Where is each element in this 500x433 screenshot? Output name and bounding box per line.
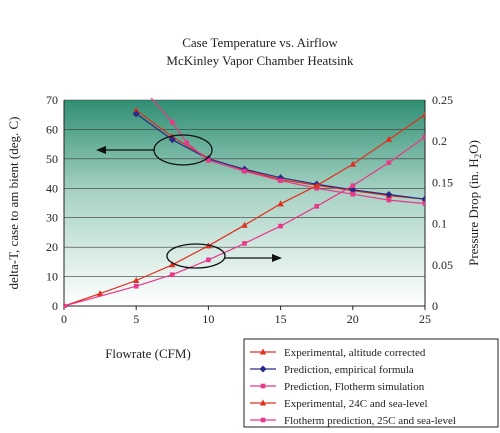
data-point [421,195,425,203]
legend-entry-label: Prediction, Flotherm simulation [284,381,425,393]
annotation-arrowhead-left [96,146,106,154]
legend-entry-label: Experimental, 24C and sea-level [284,398,428,410]
data-point [169,261,176,268]
y-left-tick-label: 50 [46,152,58,166]
y-right-tick-label: 0.1 [432,217,447,231]
y-right-tick-label: 0.15 [432,175,453,189]
legend: Experimental, altitude corrected Predicti… [250,347,456,427]
data-point [206,158,211,163]
legend-entry-label: Experimental, altitude corrected [284,347,426,359]
data-point [242,241,247,246]
x-tick-label: 20 [347,312,359,326]
data-point [133,283,139,289]
y-right-tick-label: 0 [432,299,438,313]
data-point [132,110,140,118]
x-tick-label: 15 [275,312,287,326]
y-left-axis-label: delta-T, case to am bient (deg. C) [6,116,21,289]
data-point [422,134,425,140]
y-right-tick-label: 0.05 [432,258,453,272]
y-left-tick-label: 40 [46,181,58,195]
data-point [170,272,175,277]
data-point [385,136,393,143]
y-left-tick-label: 70 [46,93,58,107]
data-point [350,183,356,188]
data-point [64,303,67,308]
y-right-tick-label: 0.2 [432,134,447,148]
data-point [350,191,356,197]
series-line [150,98,425,205]
legend-box [243,338,499,428]
tick-labels: 0 10 20 30 40 50 60 70 0 0.05 0.1 0.15 0.2 0.25 0 5 10 15… [46,93,453,326]
x-tick-label: 5 [133,312,139,326]
legend-swatch-marker [259,348,267,355]
data-point [133,106,140,113]
data-point [184,140,190,145]
data-point [349,160,356,167]
data-point [386,197,392,203]
data-point [385,190,393,198]
data-point [349,186,357,194]
x-tick-label: 0 [61,312,67,326]
data-point [278,223,283,229]
annotation-right [166,243,282,269]
data-point [277,200,284,207]
series-3 [150,98,425,206]
series-group [64,98,425,308]
legend-entry-label: Flotherm prediction, 25C and sea-level [284,415,456,427]
annotation-left [96,134,213,166]
series-line [64,136,425,307]
legend-swatch-marker [259,399,267,406]
series-5 [64,134,425,308]
x-tick-label: 25 [419,312,431,326]
annotation-ellipse-right [166,243,226,269]
data-point [314,185,319,191]
data-point [313,182,320,189]
chart-subtitle: McKinley Vapor Chamber Heatsink [166,53,354,68]
data-point [421,111,425,118]
y-right-axis-label: Pressure Drop (in. H2O) [466,140,483,266]
data-point [422,201,425,206]
data-point [168,136,176,144]
y-right-tick-label: 0.25 [432,93,453,107]
data-point [96,290,104,297]
annotation-arrowhead-right [272,254,282,262]
data-point [206,257,211,263]
data-point [241,221,248,228]
x-tick-label: 10 [202,312,214,326]
data-point [278,178,283,183]
y-left-tick-label: 10 [46,270,58,284]
chart-title: Case Temperature vs. Airflow [182,35,338,50]
y-left-tick-label: 20 [46,240,58,254]
y-left-tick-label: 30 [46,211,58,225]
legend-swatch-marker [260,383,266,389]
data-point [133,276,140,283]
data-point [170,119,175,125]
data-point [314,203,319,209]
legend-swatch-marker [260,417,266,423]
gridlines [64,99,425,277]
y-left-tick-label: 60 [46,122,58,136]
data-point [242,168,247,174]
data-point [386,160,392,165]
legend-swatch-marker [259,365,267,373]
plot-area [64,100,425,306]
x-axis-label: Flowrate (CFM) [105,346,191,361]
legend-entry-label: Prediction, empirical formula [284,364,414,376]
y-left-tick-label: 0 [52,299,58,313]
